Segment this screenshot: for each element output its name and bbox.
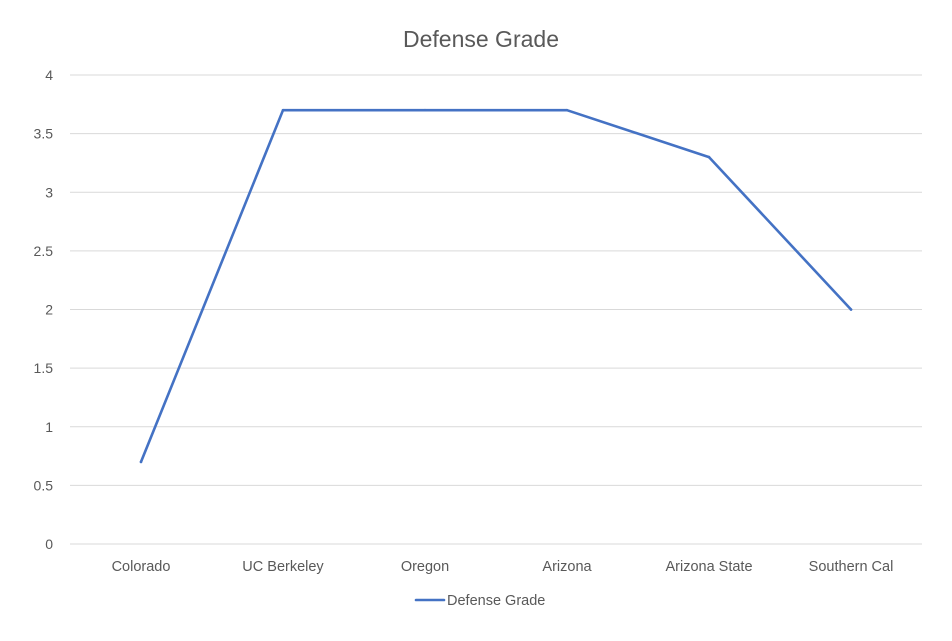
y-tick-label: 0 [45, 536, 53, 552]
series-line [139, 108, 853, 464]
y-tick-label: 3 [45, 184, 53, 200]
y-tick-label: 2.5 [34, 243, 54, 259]
y-tick-label: 1 [45, 419, 53, 435]
x-tick-label: Colorado [112, 559, 171, 575]
data-point [423, 108, 427, 112]
x-tick-label: Oregon [401, 559, 449, 575]
x-tick-label: Arizona [542, 559, 592, 575]
chart-title: Defense Grade [403, 26, 559, 52]
data-point [565, 108, 569, 112]
legend-label: Defense Grade [447, 593, 545, 609]
data-point [849, 308, 853, 311]
y-tick-label: 2 [45, 302, 53, 318]
y-tick-label: 4 [45, 67, 53, 83]
x-tick-label: Southern Cal [809, 559, 894, 575]
data-point [281, 108, 285, 112]
data-point [707, 155, 711, 159]
data-point [139, 460, 143, 464]
x-tick-label: Arizona State [665, 559, 752, 575]
x-tick-label: UC Berkeley [242, 559, 324, 575]
y-tick-label: 3.5 [34, 126, 54, 142]
y-tick-label: 1.5 [34, 360, 54, 376]
y-tick-label: 0.5 [34, 477, 54, 493]
